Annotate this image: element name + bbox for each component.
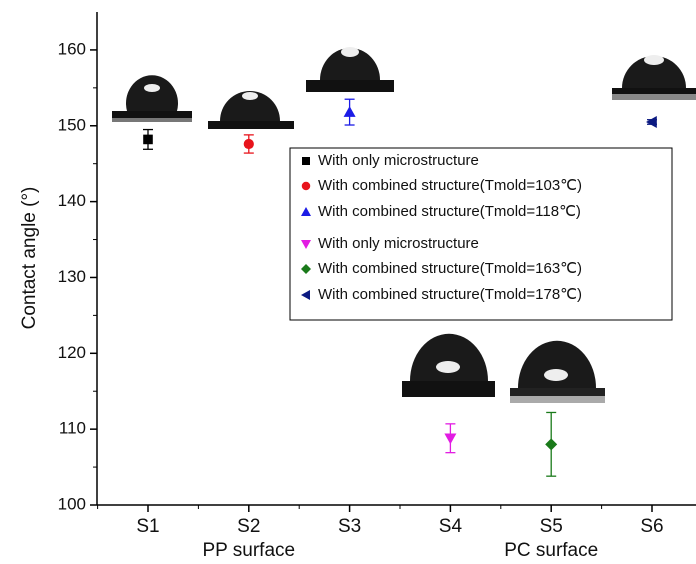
y-tick-label: 110: [59, 419, 86, 438]
legend-label: With only microstructure: [318, 152, 479, 169]
marker: [143, 134, 153, 145]
x-tick-label: S3: [338, 516, 361, 537]
marker: [302, 157, 310, 165]
marker: [343, 106, 356, 117]
group-label: PP surface: [203, 540, 296, 561]
y-tick-label: 150: [58, 115, 86, 134]
legend-label: With only microstructure: [318, 235, 479, 252]
legend-label: With combined structure(Tmold=118℃): [318, 203, 581, 220]
marker: [301, 264, 311, 274]
y-tick-label: 160: [58, 39, 86, 58]
droplet-s1: [112, 75, 192, 122]
droplet-s4: [402, 333, 495, 397]
x-tick-label: S6: [640, 516, 663, 537]
y-tick-label: 140: [58, 191, 86, 210]
marker: [301, 290, 310, 300]
droplet-images: [112, 47, 696, 403]
y-axis-label: Contact angle (°): [19, 187, 40, 330]
droplet-s5: [510, 340, 605, 403]
x-tick-label: S4: [439, 516, 463, 537]
legend-label: With combined structure(Tmold=103℃): [318, 177, 582, 194]
x-tick-label: S2: [237, 516, 260, 537]
x-tick-label: S5: [540, 516, 563, 537]
legend-box: [289, 147, 673, 321]
marker: [545, 438, 558, 451]
y-tick-label: 130: [58, 267, 86, 286]
droplet-s3: [306, 47, 394, 92]
legend: With only microstructure With combined st…: [289, 147, 673, 321]
marker: [301, 207, 311, 216]
marker: [646, 115, 657, 128]
marker: [444, 433, 457, 445]
marker: [243, 138, 254, 150]
marker: [301, 240, 311, 249]
droplet-s6: [612, 55, 696, 100]
x-tick-label: S1: [136, 516, 159, 537]
y-tick-label: 100: [58, 494, 86, 513]
legend-label: With combined structure(Tmold=163℃): [318, 260, 582, 277]
marker: [301, 181, 311, 191]
group-label: PC surface: [504, 540, 598, 561]
y-tick-label: 120: [58, 343, 86, 362]
legend-label: With combined structure(Tmold=178℃): [318, 286, 582, 303]
droplet-s2: [208, 91, 294, 129]
